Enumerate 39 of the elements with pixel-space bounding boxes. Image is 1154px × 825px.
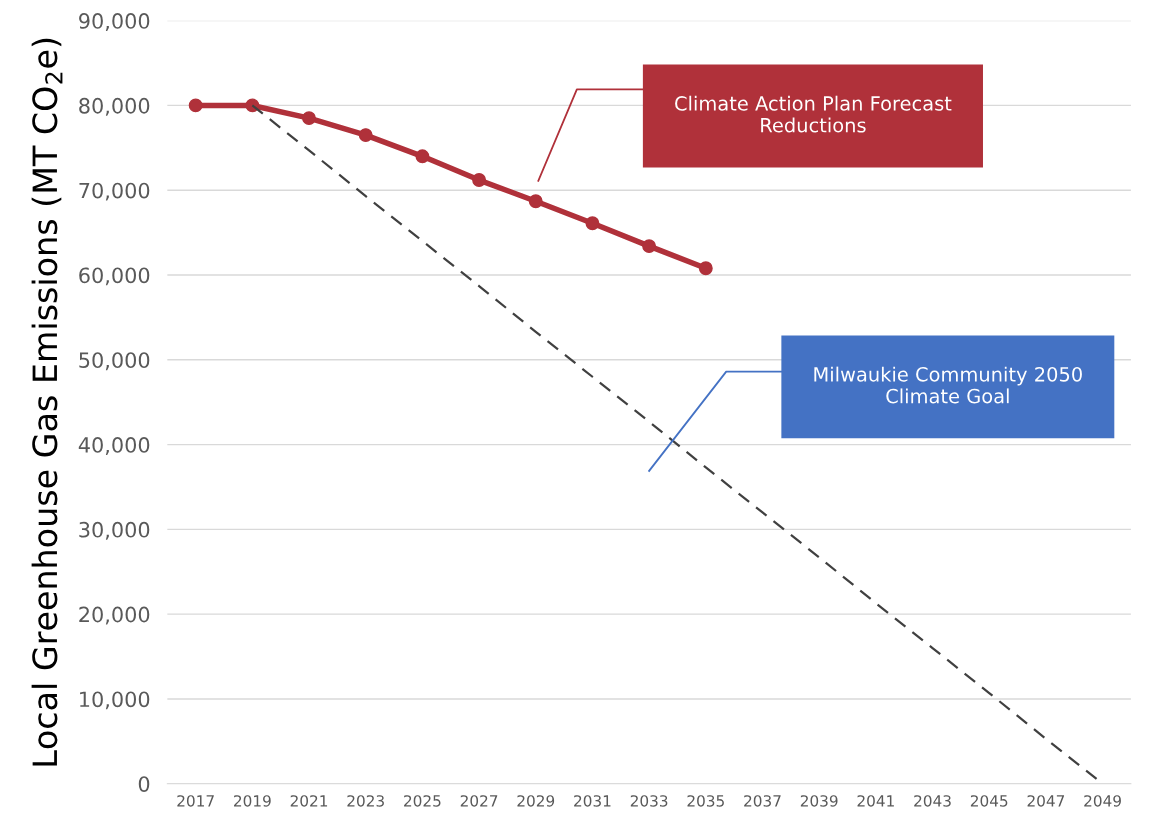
point — [698, 261, 713, 276]
y-tick-label: 40,000 — [78, 437, 150, 455]
y-tick-label: 80,000 — [79, 97, 150, 116]
y-tick-label: 20,000 — [79, 606, 150, 625]
y-tick-label: 70,000 — [79, 182, 150, 201]
x-tick-label: 2041 — [857, 795, 894, 807]
point — [358, 128, 373, 143]
x-tick-label: 2049 — [1084, 795, 1121, 807]
x-tick-label: 2037 — [744, 795, 781, 807]
point — [302, 111, 316, 126]
point — [188, 98, 203, 113]
point — [642, 239, 657, 254]
x-tick-label: 2023 — [347, 795, 384, 807]
x-tick-label: 2029 — [517, 795, 555, 807]
x-tick-label: 2031 — [574, 795, 611, 807]
y-tick-label: 30,000 — [79, 521, 150, 540]
annotation: Milwaukie Community 2050 Climate Goal — [814, 366, 1082, 404]
x-tick-label: 2027 — [460, 795, 498, 807]
x-tick-label: 2043 — [914, 795, 951, 807]
x-tick-label: 2021 — [290, 795, 328, 807]
y-tick-label: 0 — [138, 776, 150, 792]
y-tick-label: 60,000 — [79, 267, 150, 286]
x-tick-label: 2033 — [630, 795, 668, 807]
x-tick-label: 2047 — [1027, 795, 1065, 807]
x-tick-label: 2035 — [687, 795, 724, 807]
annotation: Climate Action Plan Forecast Reductions — [675, 95, 952, 133]
x-tick-label: 2025 — [404, 795, 441, 807]
x-tick-label: 2039 — [800, 795, 838, 807]
y-tick-label: 10,000 — [80, 691, 150, 710]
x-tick-label: 2045 — [970, 795, 1008, 807]
y-tick-label: 90,000 — [79, 13, 150, 31]
y-axis-title: Local Greenhouse Gas Emissions (MT CO$_{2}$e) — [31, 38, 63, 766]
point — [528, 194, 543, 209]
x-tick-label: 2019 — [234, 795, 271, 807]
y-tick-label: 50,000 — [79, 352, 150, 371]
x-tick-label: 2017 — [177, 795, 214, 807]
point — [415, 149, 430, 164]
point — [472, 173, 487, 187]
point — [585, 216, 600, 231]
